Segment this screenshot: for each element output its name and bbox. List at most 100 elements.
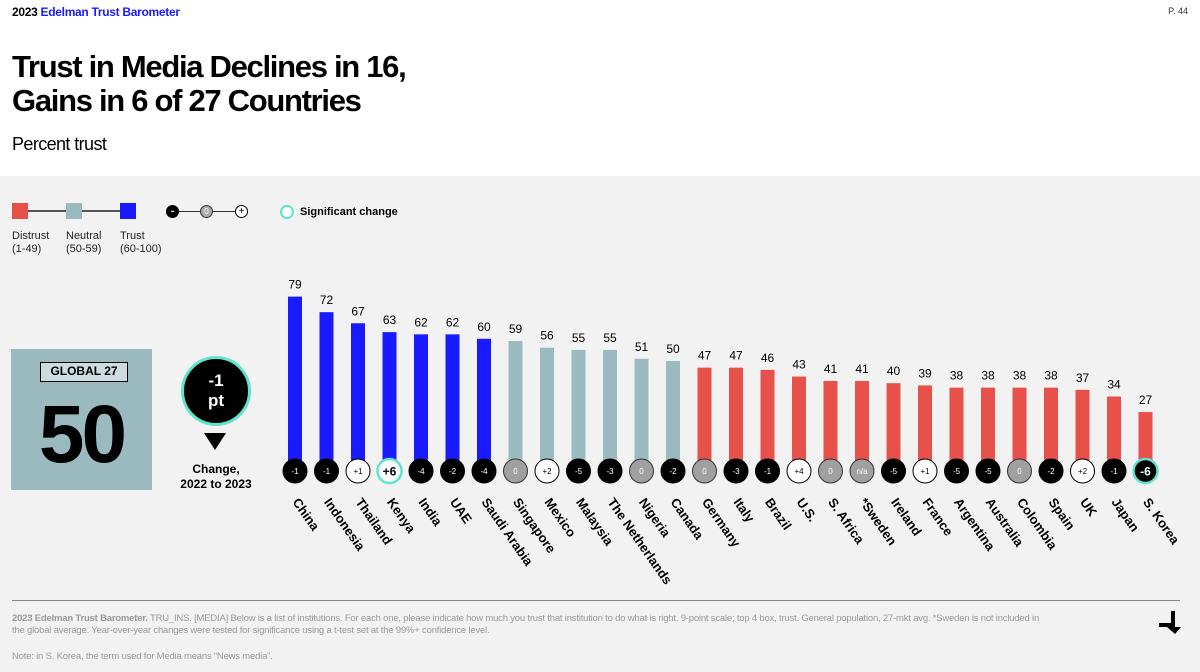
- global-change-unit: pt: [207, 391, 225, 410]
- bar: [918, 385, 932, 472]
- legend-significant-label: Significant change: [300, 206, 398, 218]
- change-circle: [692, 458, 717, 484]
- country-label: Spain: [1046, 495, 1079, 533]
- change-circle: [944, 458, 969, 484]
- legend-minus-circle: -: [166, 205, 179, 218]
- value-label: 51: [635, 340, 649, 354]
- footer-note: Note: in S. Korea, the term used for Med…: [12, 651, 273, 662]
- bar: [351, 323, 365, 472]
- bar: [1075, 389, 1090, 472]
- value-label: 41: [824, 362, 838, 376]
- global-average-box: GLOBAL 27 50: [11, 349, 152, 490]
- value-label: 34: [1107, 378, 1121, 392]
- legend-connector: [80, 210, 120, 212]
- value-label: 59: [509, 322, 523, 336]
- page-number: P. 44: [1168, 6, 1188, 16]
- bar: [697, 367, 712, 472]
- bar: [540, 347, 554, 472]
- change-label: -2: [669, 467, 677, 476]
- value-label: 41: [855, 362, 869, 376]
- change-circle: [1070, 458, 1095, 484]
- bar: [603, 349, 617, 472]
- change-label: Change, 2022 to 2023: [180, 462, 252, 491]
- bar: [445, 334, 460, 472]
- value-label: 37: [1076, 371, 1090, 385]
- legend-neutral-label: Neutral (50-59): [66, 230, 102, 255]
- global-change-value: -1: [208, 371, 224, 390]
- change-circle: [786, 458, 812, 484]
- value-label: 50: [666, 342, 680, 356]
- country-label: UK: [1077, 495, 1100, 519]
- change-circle: [597, 458, 623, 484]
- change-label: -5: [953, 467, 961, 476]
- value-label: 38: [981, 369, 995, 383]
- country-label: Italy: [731, 495, 759, 526]
- legend-connector: [28, 210, 66, 212]
- change-label: -5: [575, 467, 583, 476]
- bar: [1012, 387, 1027, 472]
- bar: [288, 296, 302, 472]
- country-label: Japan: [1109, 495, 1143, 534]
- change-label: n/a: [856, 467, 868, 476]
- value-label: 72: [320, 293, 334, 307]
- change-circle: [881, 458, 906, 484]
- value-label: 38: [1044, 369, 1058, 383]
- change-label: +6: [383, 465, 397, 479]
- next-arrow-icon[interactable]: [1157, 610, 1181, 634]
- change-label: -1: [323, 467, 331, 476]
- legend-zero-circle: 0: [200, 205, 213, 218]
- bar: [1107, 396, 1121, 472]
- change-label: -1: [291, 467, 299, 476]
- country-label: China: [290, 495, 323, 534]
- value-label: 63: [383, 313, 397, 327]
- brand-label: 2023 Edelman Trust Barometer: [12, 5, 180, 19]
- change-label: -2: [1047, 467, 1055, 476]
- change-label: 0: [1017, 467, 1022, 476]
- change-label: -6: [1140, 465, 1151, 479]
- global-value: 50: [38, 389, 127, 480]
- change-circle: [282, 458, 308, 484]
- change-label: -3: [732, 467, 740, 476]
- legend-significant-circle: [280, 205, 294, 219]
- header-area: [0, 0, 1200, 176]
- value-label: 56: [540, 329, 554, 343]
- change-circle: [1038, 458, 1064, 484]
- bar: [1138, 412, 1153, 472]
- bar: [792, 376, 806, 472]
- global-tag: GLOBAL 27: [40, 362, 128, 382]
- value-label: 62: [446, 315, 460, 329]
- change-label: 0: [702, 467, 707, 476]
- value-label: 39: [918, 366, 932, 380]
- legend-distrust-swatch: [12, 203, 28, 219]
- bar: [319, 312, 334, 472]
- change-circle: [1101, 458, 1127, 484]
- bar: [1044, 387, 1058, 472]
- value-label: 60: [477, 320, 491, 334]
- change-circle: [534, 458, 560, 484]
- bar: [760, 369, 775, 472]
- change-circle: [503, 458, 528, 484]
- bar: [508, 341, 523, 472]
- change-label: +2: [542, 467, 552, 476]
- value-label: 38: [1013, 369, 1027, 383]
- bar: [477, 338, 491, 472]
- legend-trust-label: Trust (60-100): [120, 230, 162, 255]
- change-label: -1: [764, 467, 772, 476]
- change-circle: [629, 458, 654, 484]
- legend-neutral-swatch: [66, 203, 82, 219]
- change-label: +4: [794, 467, 804, 476]
- change-circle: [440, 458, 465, 484]
- page-subtitle: Percent trust: [12, 134, 107, 154]
- footer-divider: [12, 600, 1180, 601]
- change-label: +1: [920, 467, 930, 476]
- value-label: 47: [698, 349, 712, 363]
- change-circle: [723, 458, 749, 484]
- change-circle: [471, 458, 497, 484]
- change-circle: [755, 458, 780, 484]
- change-label: 0: [639, 467, 644, 476]
- change-label: -5: [984, 467, 992, 476]
- value-label: 79: [288, 278, 302, 292]
- change-label: -4: [417, 467, 425, 476]
- title-line-1: Trust in Media Declines in 16,: [12, 49, 407, 84]
